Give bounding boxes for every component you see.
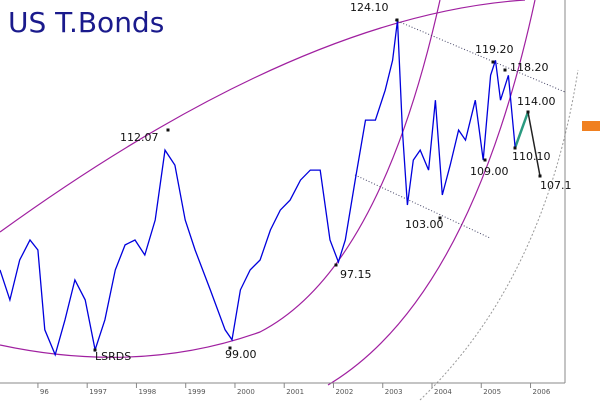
annotation-dot [166, 128, 170, 132]
x-tick-label: 2005 [483, 388, 501, 396]
annotation: 109.00 [470, 165, 509, 178]
annotation-dot [334, 263, 338, 267]
projection-arrow [513, 111, 530, 149]
x-tick-label: 1999 [188, 388, 206, 396]
annotation-dot [395, 18, 399, 22]
price-marker [582, 121, 600, 131]
x-tick-label: 2001 [286, 388, 304, 396]
x-tick-label: 1998 [138, 388, 156, 396]
annotation-dot [93, 348, 97, 352]
x-tick-label: 96 [40, 388, 49, 396]
trend-line [354, 174, 491, 239]
annotation: 107.1 [540, 179, 572, 192]
annotation: 97.15 [340, 268, 372, 281]
annotation: 110.10 [512, 150, 551, 163]
x-tick-label: 2006 [533, 388, 551, 396]
annotation-dot [526, 110, 530, 114]
arc [0, 0, 441, 358]
price-line [0, 20, 516, 357]
annotation-dot [483, 158, 487, 162]
annotation-dot [503, 68, 507, 72]
projection-arrow [527, 111, 541, 177]
annotation: 119.20 [475, 43, 514, 56]
annotation: LSRDS [95, 350, 131, 363]
annotation: 103.00 [405, 218, 444, 231]
annotation: 114.00 [517, 95, 556, 108]
annotation: 112.07 [120, 131, 159, 144]
x-tick-label: 1997 [89, 388, 107, 396]
chart-title: US T.Bonds [8, 6, 164, 39]
annotation: 118.20 [510, 61, 549, 74]
annotation: 99.00 [225, 348, 257, 361]
annotation-dot [228, 346, 232, 350]
dotted-arc [419, 69, 579, 401]
arc [327, 0, 536, 386]
x-tick-label: 2000 [237, 388, 255, 396]
trend-line [394, 19, 566, 93]
annotation: 124.10 [350, 1, 389, 14]
annotation-dot [438, 216, 442, 220]
annotation-dot [491, 60, 495, 64]
x-tick-label: 2004 [434, 388, 452, 396]
x-tick-label: 2003 [385, 388, 403, 396]
x-tick-label: 2002 [335, 388, 353, 396]
annotation-dot [538, 174, 542, 178]
arcs [0, 0, 536, 386]
arc [0, 0, 526, 233]
annotation-dot [513, 146, 517, 150]
